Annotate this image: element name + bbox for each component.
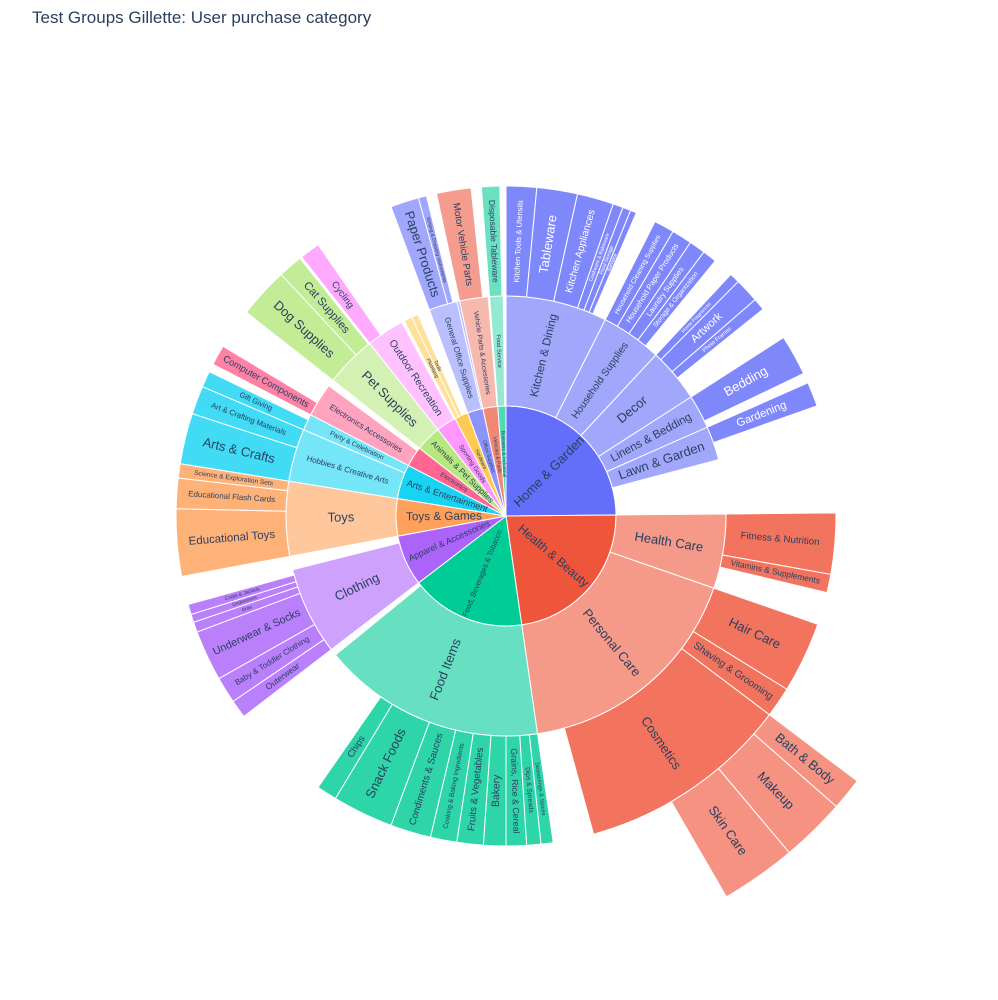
segment-motor-vehicle-parts[interactable] (435, 187, 484, 302)
segment-gift-giving[interactable] (201, 370, 309, 431)
segment-bedding[interactable] (690, 336, 805, 422)
segment-chips[interactable] (317, 696, 393, 800)
segment-vitamins-and-supplements[interactable] (719, 554, 832, 594)
segment-skin-care[interactable] (670, 767, 790, 898)
segment-storage-and-organization[interactable] (637, 251, 717, 347)
segment-photo-frames[interactable] (671, 298, 764, 379)
segment-cycling[interactable] (300, 244, 382, 345)
segment-tools[interactable] (410, 313, 463, 418)
segment-writing-and-drawing-instruments[interactable] (417, 195, 454, 305)
segment-coats-and-jackets[interactable] (187, 574, 297, 616)
segment-computer-components[interactable] (212, 345, 319, 416)
chart-title: Test Groups Gillette: User purchase cate… (32, 8, 372, 27)
segment-barware[interactable] (588, 209, 637, 315)
segment-cat-supplies[interactable] (280, 257, 370, 356)
segment-educational-toys[interactable] (175, 508, 291, 578)
segment-gardening[interactable] (706, 382, 818, 444)
segment-layer (175, 185, 858, 898)
segment-disposable-tableware[interactable] (480, 185, 503, 298)
